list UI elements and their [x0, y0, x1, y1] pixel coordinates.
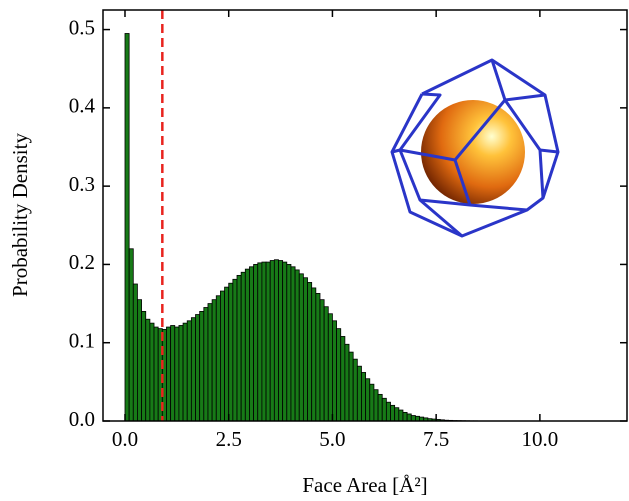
bar: [257, 262, 263, 422]
bar: [390, 404, 396, 422]
bar: [273, 259, 279, 422]
y-tick-label: 0.5: [69, 15, 95, 39]
bar: [278, 260, 284, 422]
bar: [307, 282, 313, 422]
bar: [298, 273, 304, 422]
bar: [244, 268, 250, 422]
bar: [381, 397, 387, 422]
bar: [315, 292, 321, 422]
bar: [228, 282, 234, 422]
bar: [290, 266, 296, 422]
bar: [232, 278, 238, 422]
bar: [265, 261, 271, 422]
bar: [394, 407, 400, 422]
x-tick-label: 10.0: [521, 427, 558, 451]
bar: [406, 413, 412, 422]
bar: [373, 389, 379, 422]
bar: [261, 261, 267, 422]
bar: [286, 264, 292, 422]
bar: [211, 299, 217, 422]
bar: [240, 271, 246, 422]
bar: [282, 261, 288, 422]
plot-frame: [102, 9, 628, 422]
bar: [294, 269, 300, 422]
bar: [174, 326, 180, 422]
bar: [182, 322, 188, 422]
y-tick-label: 0.1: [69, 329, 95, 353]
y-tick-label: 0.0: [69, 407, 95, 431]
bar: [327, 313, 333, 422]
bar: [352, 358, 358, 422]
bar: [137, 299, 142, 422]
y-tick-label: 0.2: [69, 250, 95, 274]
bar: [224, 286, 230, 422]
y-tick-label: 0.4: [69, 94, 96, 118]
bar: [302, 277, 308, 422]
bar: [149, 322, 155, 422]
bar: [410, 415, 416, 422]
bar: [365, 378, 371, 422]
inset-image: [390, 58, 560, 238]
bar: [253, 264, 259, 422]
bar: [215, 295, 221, 422]
x-tick-label: 5.0: [319, 427, 345, 451]
bar: [190, 317, 196, 422]
bar: [344, 343, 350, 422]
bar: [132, 283, 138, 422]
bar: [195, 314, 201, 422]
bar: [332, 320, 337, 422]
bar: [356, 365, 362, 422]
bar: [170, 325, 176, 422]
bar: [348, 351, 354, 422]
bar: [323, 306, 329, 422]
bar: [249, 266, 255, 422]
bar: [269, 260, 275, 422]
bar: [145, 318, 151, 422]
x-axis-label: Face Area [Å²]: [302, 473, 427, 497]
bar: [186, 320, 192, 422]
bar: [336, 328, 342, 422]
bar: [199, 310, 205, 422]
bar: [340, 336, 346, 422]
x-tick-label: 2.5: [216, 427, 242, 451]
bar: [398, 409, 404, 422]
bar: [369, 383, 375, 422]
bar: [385, 401, 391, 422]
bar: [207, 303, 213, 422]
bar: [203, 307, 209, 422]
bar: [377, 393, 383, 422]
bar: [178, 325, 184, 422]
bar: [236, 274, 242, 422]
bar: [141, 310, 147, 422]
bar: [311, 287, 317, 422]
x-tick-label: 7.5: [423, 427, 449, 451]
bar: [402, 411, 408, 422]
bar: [153, 326, 159, 422]
bar: [124, 33, 130, 422]
x-tick-label: 0.0: [112, 427, 138, 451]
y-axis-label: Probability Density: [8, 133, 32, 297]
bar: [361, 372, 367, 422]
y-tick-label: 0.3: [69, 172, 95, 196]
bar: [166, 326, 172, 422]
bar: [220, 290, 225, 422]
bar: [128, 248, 134, 422]
bar: [319, 299, 325, 422]
